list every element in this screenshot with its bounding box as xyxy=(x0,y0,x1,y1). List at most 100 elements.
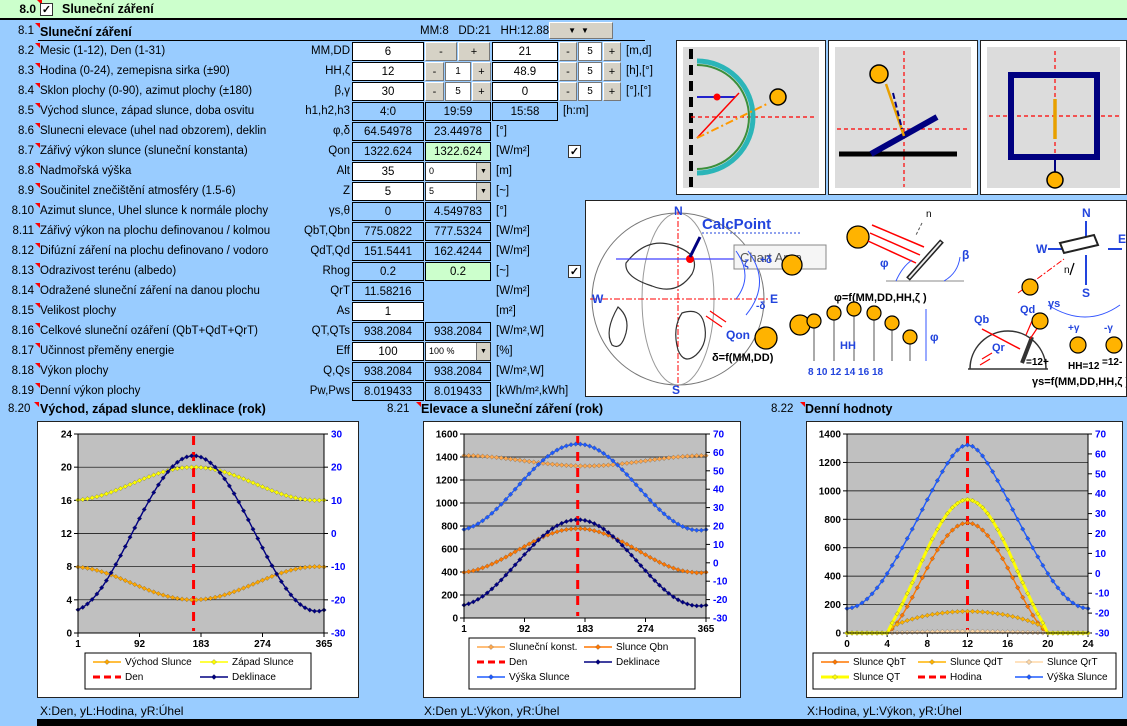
unit-label: [°] xyxy=(496,125,507,137)
plus-button[interactable]: + xyxy=(603,82,621,101)
calc-cell: 777.5324 xyxy=(425,222,491,241)
minus-button[interactable]: - xyxy=(425,82,444,101)
unit-label: [W/m²] xyxy=(496,225,530,237)
dropdown-arrow-icon[interactable]: ▼ xyxy=(476,183,490,200)
svg-text:-20: -20 xyxy=(713,595,728,606)
svg-text:10: 10 xyxy=(331,496,343,507)
sun-path-arc-outer xyxy=(696,58,756,176)
svg-text:20: 20 xyxy=(331,463,343,474)
input-cell[interactable]: 35 xyxy=(352,162,424,181)
step-value[interactable]: 5 xyxy=(578,82,602,101)
dropdown-arrow-icon[interactable]: ▼ xyxy=(476,343,490,360)
hh-label: HH xyxy=(840,340,856,352)
hh12-label: HH=12 xyxy=(1068,361,1100,372)
plus-button[interactable]: + xyxy=(472,82,491,101)
dropdown[interactable]: 5 ▼ xyxy=(425,182,491,201)
normal2-label: n xyxy=(1064,265,1070,276)
svg-text:8: 8 xyxy=(66,562,72,573)
svg-text:12: 12 xyxy=(962,639,974,650)
plus-button[interactable]: + xyxy=(458,42,490,61)
table-row-8.4: 8.4 Sklon plochy (0-90), azimut plochy (±… xyxy=(0,82,680,102)
comment-marker-icon xyxy=(35,243,40,248)
svg-text:-30: -30 xyxy=(1095,629,1110,640)
compass-s: S xyxy=(672,383,680,396)
unit-label: [°] xyxy=(496,205,507,217)
svg-text:Slunce QrT: Slunce QrT xyxy=(1047,657,1098,668)
comment-marker-icon xyxy=(35,123,40,128)
svg-text:60: 60 xyxy=(713,448,725,459)
dropdown-arrow-icon[interactable]: ▼ xyxy=(476,163,490,180)
step-value[interactable]: 5 xyxy=(445,82,471,101)
input-cell[interactable]: 30 xyxy=(352,82,424,101)
minus-button[interactable]: - xyxy=(559,42,577,61)
delta-fn-label: δ=f(MM,DD) xyxy=(712,352,774,364)
section-checkbox[interactable]: ✓ xyxy=(40,3,53,16)
row-symbol: Pw,Pws xyxy=(309,385,350,397)
svg-text:12: 12 xyxy=(61,529,73,540)
dropdown[interactable]: 0 ▼ xyxy=(425,162,491,181)
row-symbol: QrT xyxy=(330,285,350,297)
qd-label: Qd xyxy=(1020,304,1035,316)
svg-text:1000: 1000 xyxy=(436,499,459,510)
svg-text:16: 16 xyxy=(61,496,73,507)
plus-button[interactable]: + xyxy=(603,42,621,61)
row-symbol: Qon xyxy=(328,145,350,157)
table-row-8.6: 8.6 Slunecni elevace (uhel nad obzorem), … xyxy=(0,122,680,142)
option-checkbox[interactable]: ✓ xyxy=(568,145,581,158)
row-number: 8.18 xyxy=(11,365,34,377)
step-value[interactable]: 5 xyxy=(578,62,602,81)
row-label: Zářivý výkon slunce (sluneční konstanta) xyxy=(40,145,248,157)
chart-title: Elevace a sluneční záření (rok) xyxy=(421,402,604,416)
chart-elevation-radiation: 0 200 400 600 800 1000 1200 1400 1600 -30 -20 -10 0 1… xyxy=(423,421,741,698)
option-checkbox[interactable]: ✓ xyxy=(568,265,581,278)
row-number: 8.19 xyxy=(11,385,34,397)
input-cell[interactable]: 21 xyxy=(492,42,558,61)
sun-icon xyxy=(1031,312,1049,330)
row-number: 8.12 xyxy=(11,245,34,257)
diagram-plan-view xyxy=(980,40,1127,195)
plus-delta-label: +δ xyxy=(760,255,772,266)
status-mm-dd-hh: MM:8 DD:21 HH:12.88 xyxy=(420,25,550,37)
svg-text:400: 400 xyxy=(824,572,841,583)
svg-text:0: 0 xyxy=(452,614,458,625)
comment-marker-icon xyxy=(800,402,805,407)
input-cell[interactable]: 0 xyxy=(492,82,558,101)
input-cell[interactable]: 48.9 xyxy=(492,62,558,81)
calc-cell: 151.5441 xyxy=(352,242,424,261)
row-symbol: Q,Qs xyxy=(323,365,350,377)
comment-marker-icon xyxy=(35,203,40,208)
sun-icon xyxy=(846,225,870,249)
calc-point-pin xyxy=(688,236,702,258)
svg-text:50: 50 xyxy=(713,466,725,477)
input-cell[interactable]: 12 xyxy=(352,62,424,81)
input-cell[interactable]: 5 xyxy=(352,182,424,201)
svg-text:365: 365 xyxy=(698,624,715,635)
row-number: 8.6 xyxy=(18,125,34,137)
unit-label: [°],[°] xyxy=(626,85,652,97)
diagram-overview: CalcPoint Chart Area N S W E ζ +δ -δ Qon… xyxy=(585,200,1127,397)
input-cell[interactable]: 1 xyxy=(352,302,424,321)
plus-button[interactable]: + xyxy=(472,62,491,81)
phi-fn-label: φ=f(MM,DD,HH,ζ ) xyxy=(834,292,927,304)
input-cell[interactable]: 6 xyxy=(352,42,424,61)
minus-button[interactable]: - xyxy=(425,42,457,61)
svg-text:600: 600 xyxy=(441,545,458,556)
dropdown[interactable]: 100 % ▼ xyxy=(425,342,491,361)
row-label: Zářivý výkon na plochu definovanou / kol… xyxy=(40,225,271,237)
minus-button[interactable]: - xyxy=(559,82,577,101)
step-value[interactable]: 5 xyxy=(578,42,602,61)
calc-cell: 938.2084 xyxy=(352,322,424,341)
qon-rays xyxy=(705,315,723,328)
step-value[interactable]: 1 xyxy=(445,62,471,81)
svg-text:800: 800 xyxy=(441,522,458,533)
svg-text:30: 30 xyxy=(1095,509,1107,520)
minus-button[interactable]: - xyxy=(425,62,444,81)
calc-cell: 938.2084 xyxy=(352,362,424,381)
plus-button[interactable]: + xyxy=(603,62,621,81)
row-label: Účinnost přeměny energie xyxy=(40,345,175,357)
input-cell[interactable]: 100 xyxy=(352,342,424,361)
table-row-8.19: 8.19 Denní výkon plochy Pw,Pws 8.019433 8.01… xyxy=(0,382,680,402)
minus-button[interactable]: - xyxy=(559,62,577,81)
collapse-button[interactable]: ▼▼ xyxy=(549,22,613,39)
